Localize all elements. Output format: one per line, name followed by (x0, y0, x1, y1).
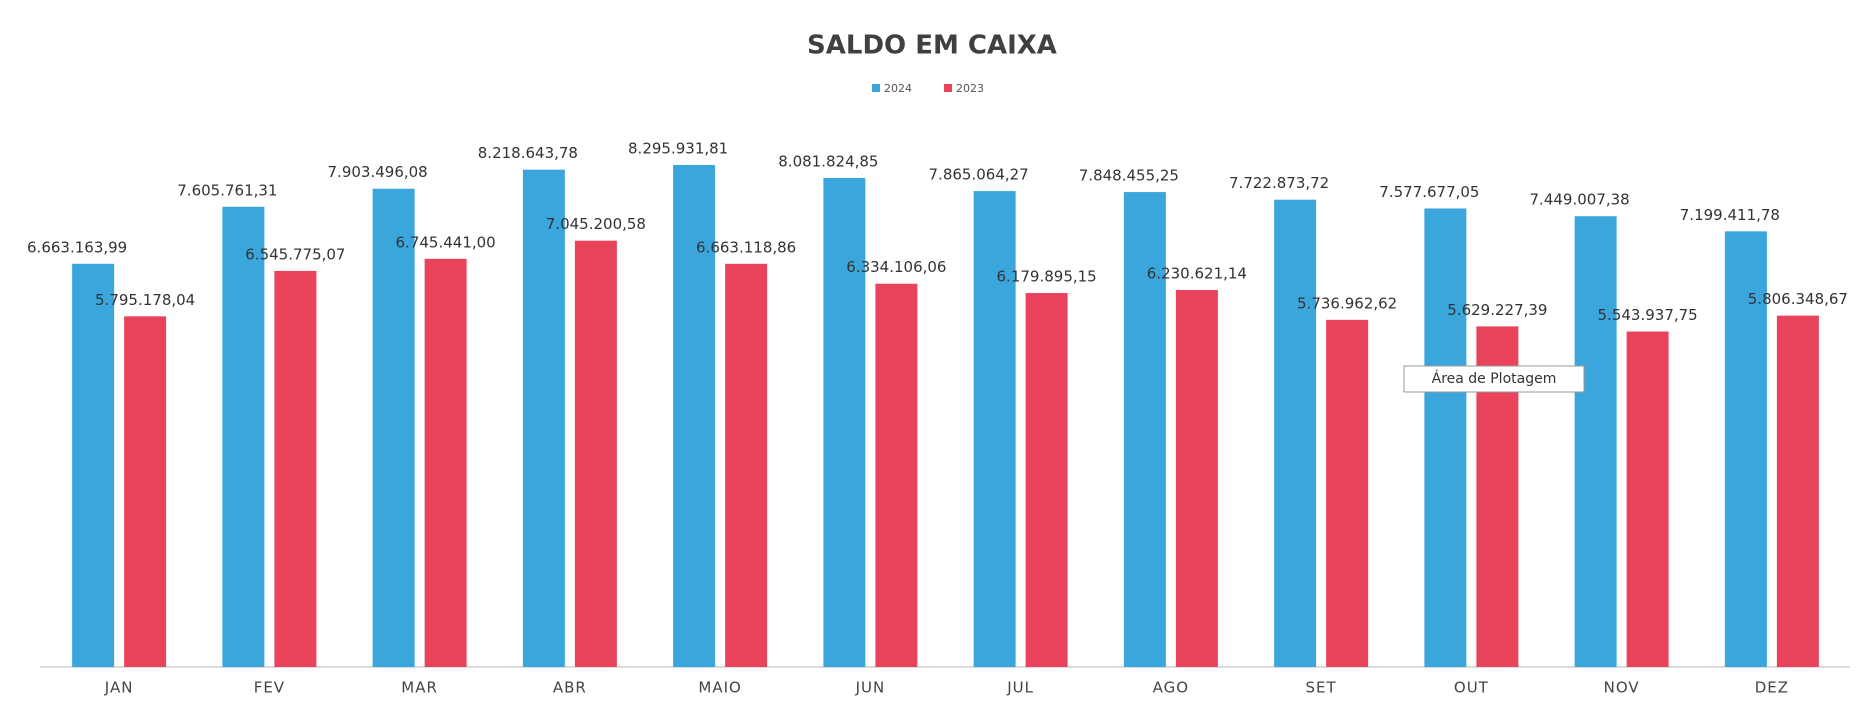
x-tick-label: DEZ (1755, 679, 1789, 697)
bar (1274, 199, 1317, 668)
data-label: 6.663.163,99 (27, 238, 127, 256)
x-tick-label: MAIO (698, 679, 741, 697)
bar (823, 177, 866, 668)
data-label: 7.045.200,58 (546, 215, 646, 233)
bar (424, 258, 467, 667)
legend-swatch (872, 84, 880, 92)
x-tick-label: OUT (1454, 679, 1489, 697)
bar (973, 191, 1016, 667)
data-label: 5.736.962,62 (1297, 294, 1397, 312)
data-label: 7.577.677,05 (1379, 183, 1479, 201)
bar (725, 263, 768, 667)
data-label: 5.806.348,67 (1748, 290, 1848, 308)
tooltip-box (1403, 365, 1585, 393)
data-label: 7.848.455,25 (1079, 167, 1179, 185)
data-label: 6.745.441,00 (396, 233, 496, 251)
x-tick-label: JUL (1006, 679, 1034, 697)
bar (522, 169, 565, 667)
data-label: 6.230.621,14 (1147, 264, 1247, 282)
data-label: 7.199.411,78 (1680, 206, 1780, 224)
data-label: 6.334.106,06 (846, 258, 946, 276)
data-label: 7.903.496,08 (328, 163, 428, 181)
legend-label: 2023 (956, 82, 984, 95)
data-label: 5.795.178,04 (95, 291, 195, 309)
data-label: 6.179.895,15 (997, 268, 1097, 286)
bar (875, 283, 918, 667)
x-tick-label: FEV (254, 679, 285, 697)
bar (1123, 192, 1166, 667)
data-label: 7.865.064,27 (929, 166, 1029, 184)
bar (372, 188, 415, 668)
x-tick-label: MAR (401, 679, 438, 697)
data-label: 8.081.824,85 (778, 152, 878, 170)
legend-label: 2024 (884, 82, 912, 95)
legend-swatch (944, 84, 952, 92)
chart-title: SALDO EM CAIXA (807, 31, 1057, 61)
bar (1776, 315, 1819, 667)
data-label: 6.663.118,86 (696, 238, 796, 256)
bar (72, 263, 115, 667)
data-label: 7.605.761,31 (177, 181, 277, 199)
x-tick-label: SET (1306, 679, 1337, 697)
data-label: 5.629.227,39 (1447, 301, 1547, 319)
bar (1626, 331, 1669, 667)
x-tick-label: JAN (104, 679, 134, 697)
data-label: 6.545.775,07 (245, 245, 345, 263)
bar (1326, 319, 1369, 667)
bar (1175, 289, 1218, 667)
data-label: 5.543.937,75 (1598, 306, 1698, 324)
bar (124, 316, 167, 667)
bar (673, 165, 716, 667)
x-tick-label: JUN (855, 679, 886, 697)
data-label: 8.218.643,78 (478, 144, 578, 162)
x-tick-label: AGO (1153, 679, 1189, 697)
bar (274, 270, 317, 667)
bar (574, 240, 617, 668)
bar (1025, 293, 1068, 667)
bar (1724, 231, 1767, 667)
data-label: 8.295.931,81 (628, 140, 728, 158)
bar (1574, 216, 1617, 667)
data-label: 7.449.007,38 (1530, 191, 1630, 209)
x-tick-label: ABR (553, 679, 587, 697)
data-label: 7.722.873,72 (1229, 174, 1329, 192)
tooltip: Área de Plotagem (1432, 370, 1557, 387)
bar (1424, 208, 1467, 667)
bar (222, 206, 265, 667)
x-tick-label: NOV (1604, 679, 1640, 697)
